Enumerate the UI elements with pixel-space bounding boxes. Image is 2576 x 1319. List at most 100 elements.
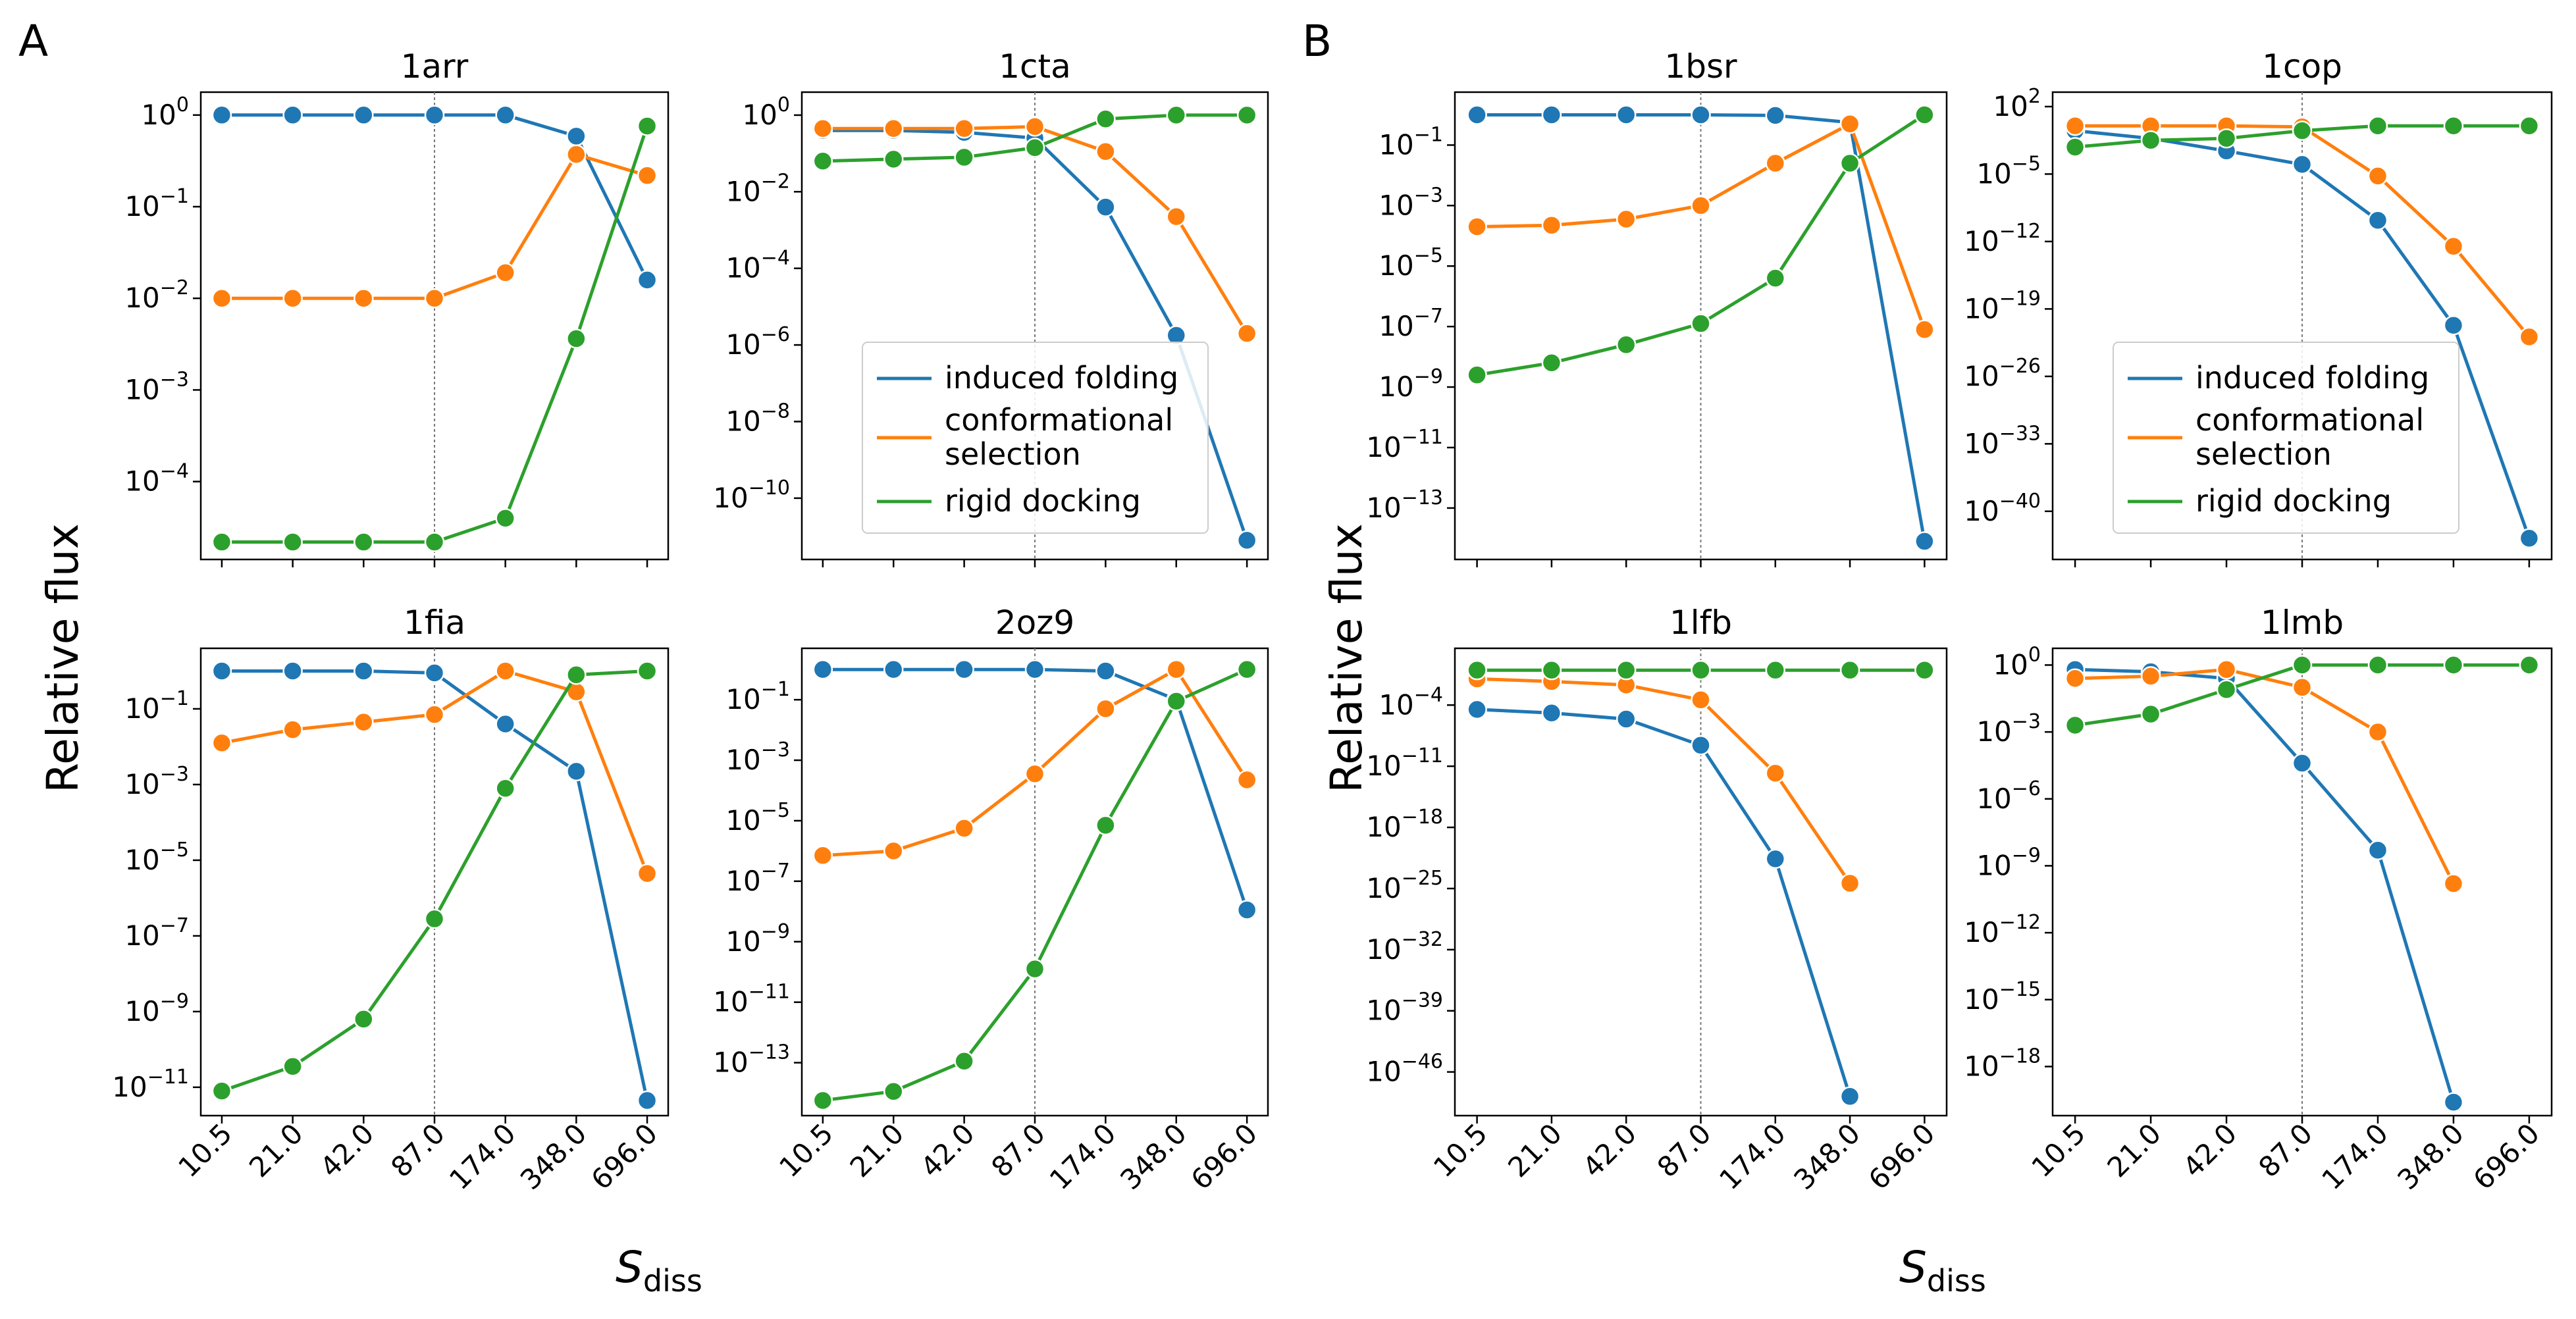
y-tick-label: 10−11 [112,1066,189,1103]
x-tick-label: 174.0 [1713,1117,1792,1196]
data-point [954,147,974,168]
data-point [1541,702,1562,723]
x-tick-label: 348.0 [514,1117,593,1196]
y-tick-label: 10−12 [1964,911,2041,948]
y-tick-label: 10−11 [1366,426,1443,463]
data-point [2367,115,2388,136]
data-point [2140,130,2161,151]
x-tick-label: 696.0 [2467,1117,2546,1196]
y-tick-label: 10−6 [725,323,790,361]
series-rigid-docking [2064,115,2540,157]
y-tick-label: 10−3 [1379,184,1443,221]
data-point [566,144,587,165]
data-point [2367,210,2388,230]
data-point [1839,873,1860,894]
data-point [1691,313,1711,334]
data-point [1541,660,1562,681]
data-point [954,1051,974,1072]
data-point [2443,1092,2464,1112]
y-tick-label: 10−13 [1366,486,1443,524]
y-tick-label: 10−10 [713,477,790,514]
y-tick-label: 10−3 [725,738,790,776]
x-tick-label: 87.0 [985,1117,1051,1183]
data-point [1166,659,1187,680]
y-tick-label: 10−18 [1964,1045,2041,1082]
series-induced-folding [1467,699,1860,1107]
data-point [424,704,445,725]
series-rigid-docking [1467,660,1935,681]
x-tick-label: 174.0 [1043,1117,1122,1196]
data-point [1095,109,1116,129]
data-point [495,778,515,798]
y-tick-label: 10−11 [713,981,790,1018]
data-point [211,532,232,552]
data-point [1914,531,1935,552]
y-tick-label: 10−18 [1366,806,1443,843]
data-point [883,1081,904,1102]
series-conformational-selection [812,659,1257,866]
data-point [1541,215,1562,236]
data-point [1914,660,1935,681]
data-point [566,328,587,349]
y-tick-label: 10−26 [1964,355,2041,392]
chart-title: 1lmb [2261,604,2344,642]
x-tick-label: 10.5 [773,1117,839,1183]
data-point [2216,128,2237,149]
data-point [883,659,904,680]
panel-label-a: A [18,16,48,66]
data-point [495,508,515,529]
chart-1cop: 1cop 10−40 10−33 10−26 10−19 10−12 10−5 102 indu… [1964,47,2553,567]
y-tick-label: 10−9 [124,990,189,1027]
data-point [211,105,232,126]
y-tick-label: 10−32 [1366,928,1443,966]
data-point [954,118,974,139]
chart-1bsr: 1bsr 10−13 10−11 10−9 10−7 10−5 10−3 10−1 [1366,47,1948,567]
xlabel-a: Sdiss [616,1242,702,1299]
data-point [495,661,515,681]
data-point [883,841,904,862]
x-tick-label: 42.0 [1577,1117,1643,1183]
chart-1arr: 1arr 10−4 10−3 10−2 10−1 100 [124,47,670,567]
legend-box [2113,342,2459,534]
xlabel-b: Sdiss [1899,1242,1986,1299]
data-point [2140,704,2161,725]
x-tick-label: 174.0 [443,1117,522,1196]
data-point [1765,268,1786,288]
data-point [1765,848,1786,869]
y-tick-label: 10−11 [1366,744,1443,782]
data-point [954,659,974,680]
data-point [637,1090,658,1111]
y-tick-label: 10−2 [725,170,790,207]
y-tick-label: 10−3 [124,368,189,405]
y-tick-label: 100 [1993,643,2041,681]
data-point [1024,659,1045,680]
x-tick-label: 10.5 [1427,1117,1494,1183]
data-point [424,105,445,126]
data-point [1914,319,1935,340]
data-point [211,1081,232,1101]
data-point [2519,326,2540,348]
x-tick-label: 21.0 [2101,1117,2167,1183]
series-rigid-docking [211,116,658,552]
y-tick-label: 10−8 [725,400,790,437]
data-point [424,532,445,552]
data-point [1024,958,1045,979]
data-point [1236,659,1257,680]
data-point [812,1090,833,1111]
data-point [1095,698,1116,719]
data-point [1095,661,1116,681]
y-tick-label: 10−5 [1379,244,1443,282]
data-point [282,532,303,552]
data-point [2443,655,2464,675]
x-tick-label: 42.0 [914,1117,981,1183]
data-point [1467,660,1487,681]
panel-label-b: B [1302,16,1332,66]
series-line [1477,677,1852,885]
data-point [1765,105,1786,126]
data-point [1467,699,1487,720]
data-point [1166,691,1187,711]
xlabel-a-sub: diss [643,1263,702,1299]
y-tick-label: 10−3 [1976,710,2041,748]
data-point [1024,763,1045,784]
